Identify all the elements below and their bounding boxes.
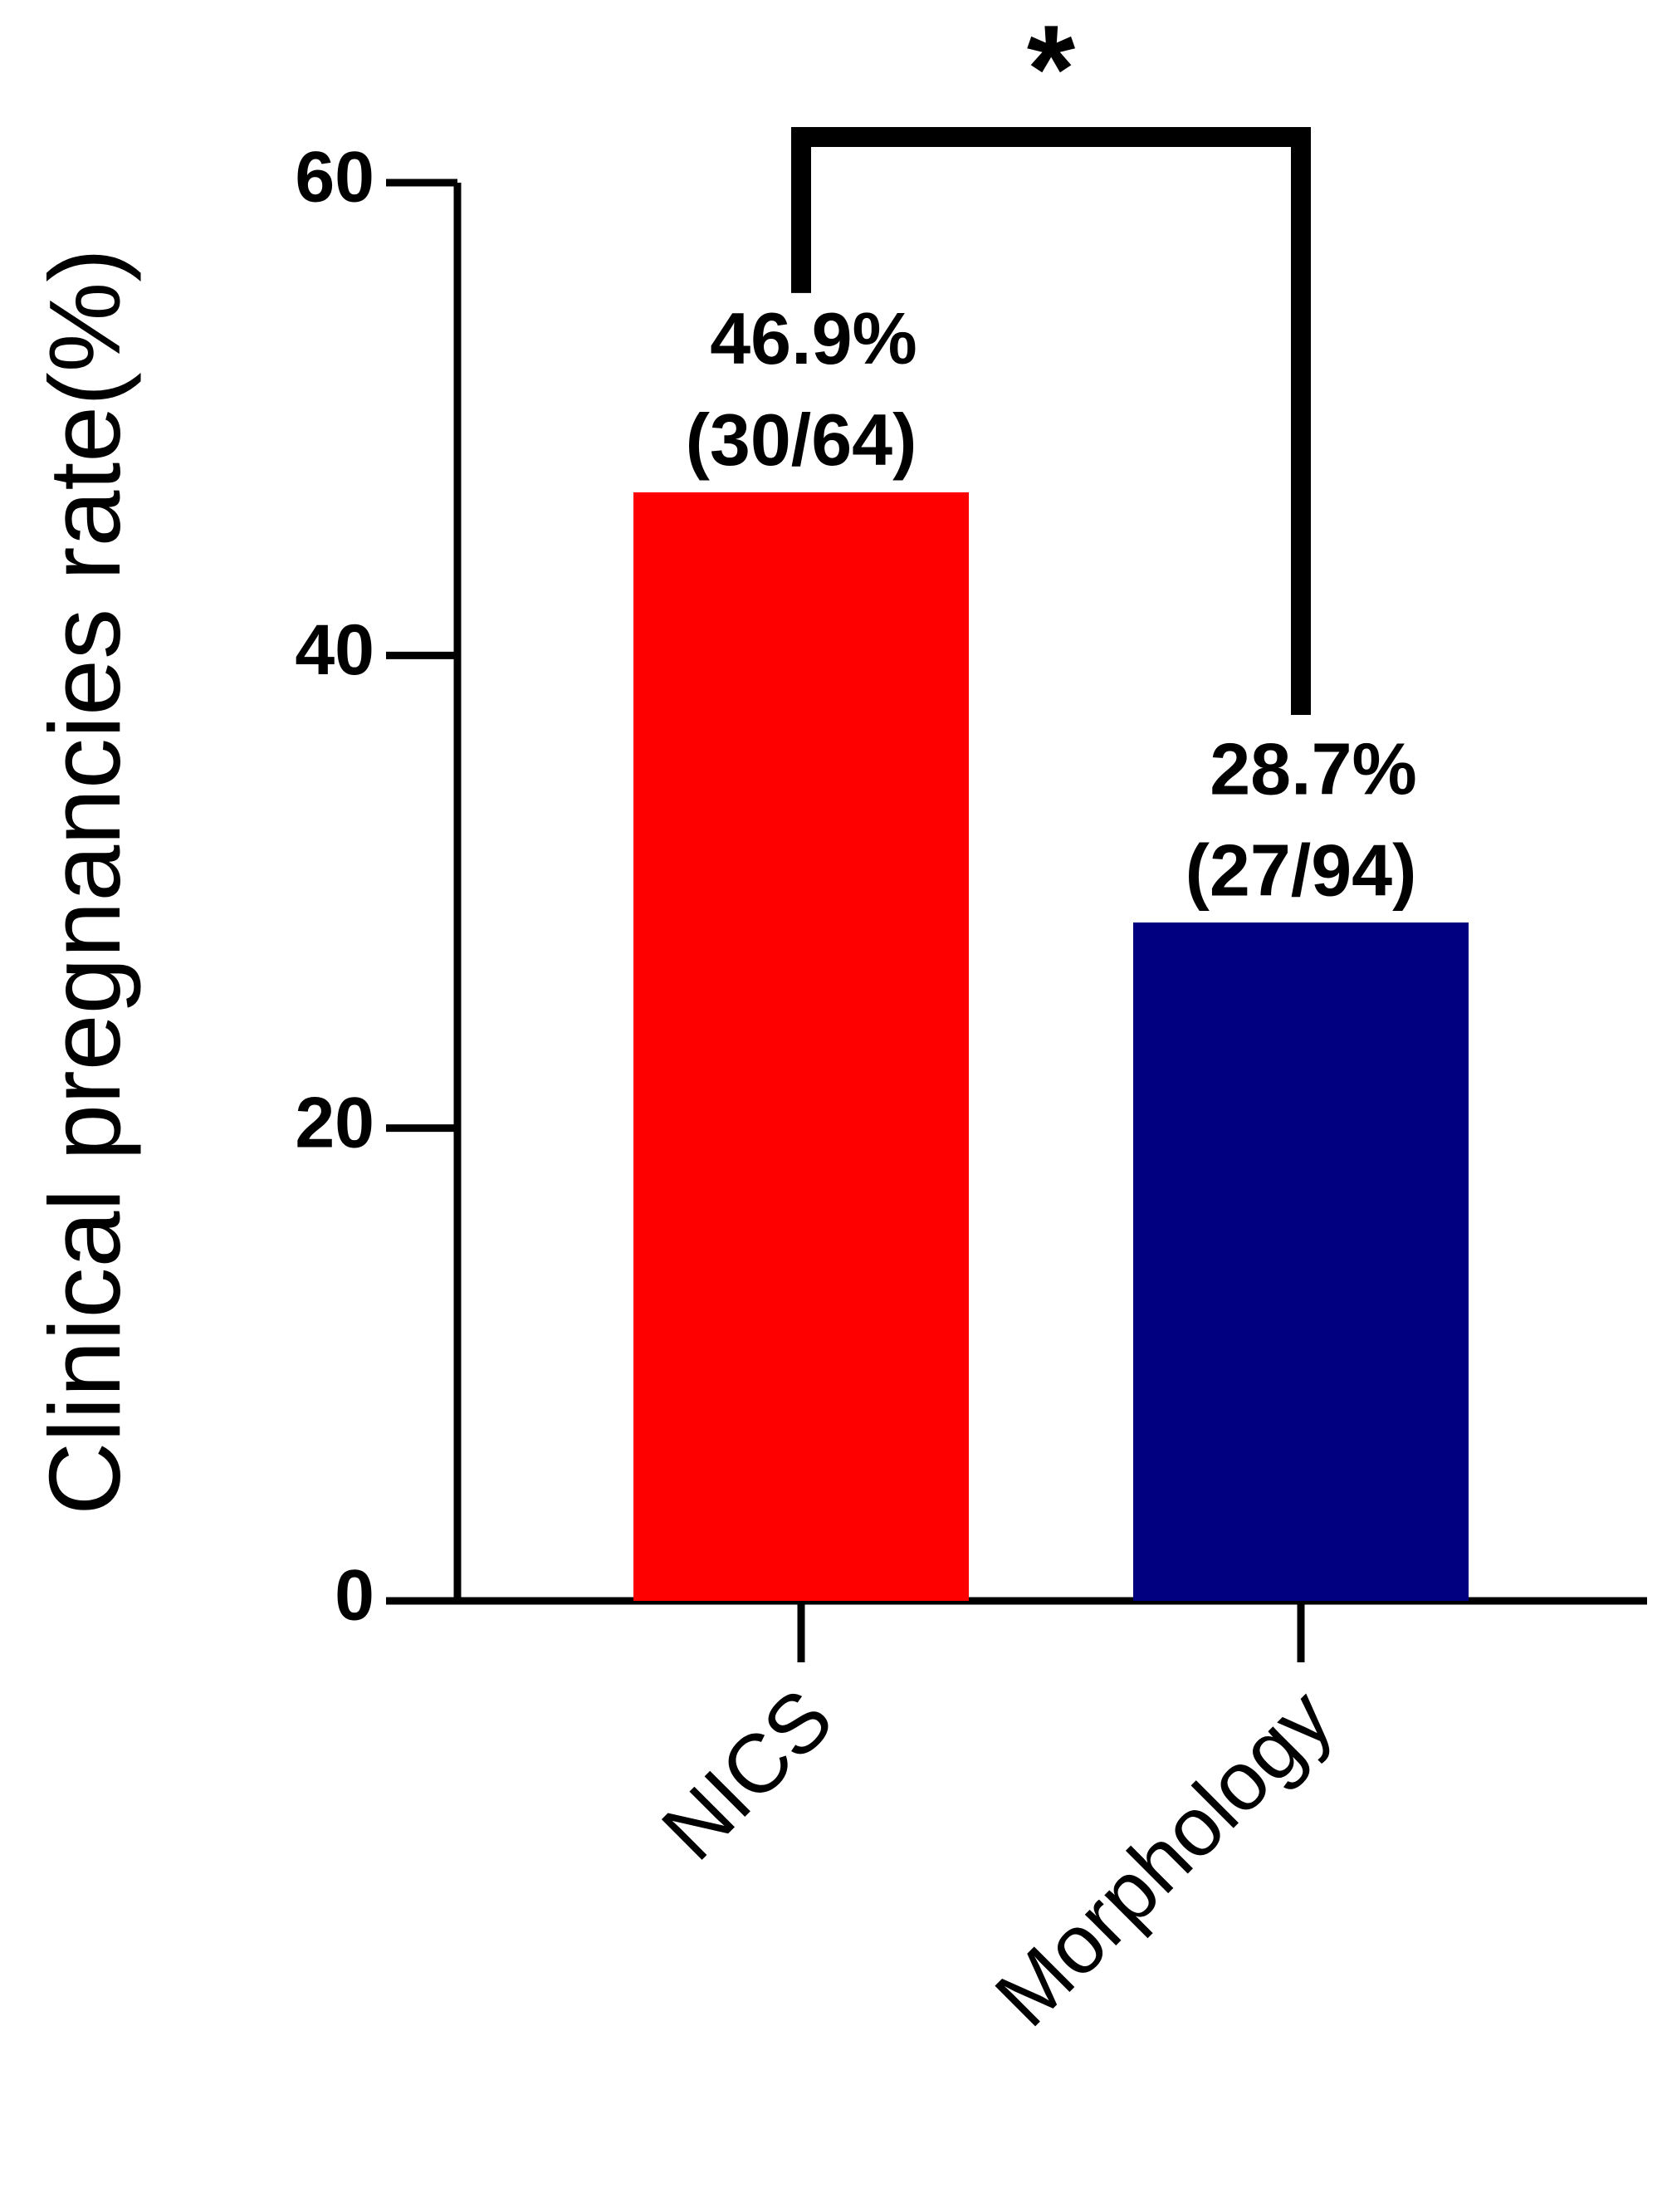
bar — [1133, 922, 1469, 1601]
count-label: (30/64) — [686, 399, 917, 481]
y-tick-label: 40 — [295, 610, 374, 690]
x-tick-label: NICS — [644, 1671, 850, 1877]
y-tick-label: 0 — [335, 1556, 374, 1636]
x-tick-label: Morphology — [978, 1671, 1351, 2044]
y-axis-label: Clinical pregnancies rate(%) — [28, 248, 141, 1515]
count-label: (27/94) — [1185, 829, 1417, 911]
significance-marker: * — [1027, 0, 1076, 139]
y-tick-label: 20 — [295, 1083, 374, 1162]
value-label: 28.7% — [1210, 727, 1417, 810]
significance-bracket — [791, 127, 1311, 716]
y-tick-label: 60 — [295, 138, 374, 218]
value-label: 46.9% — [710, 297, 917, 379]
bar — [633, 492, 969, 1601]
